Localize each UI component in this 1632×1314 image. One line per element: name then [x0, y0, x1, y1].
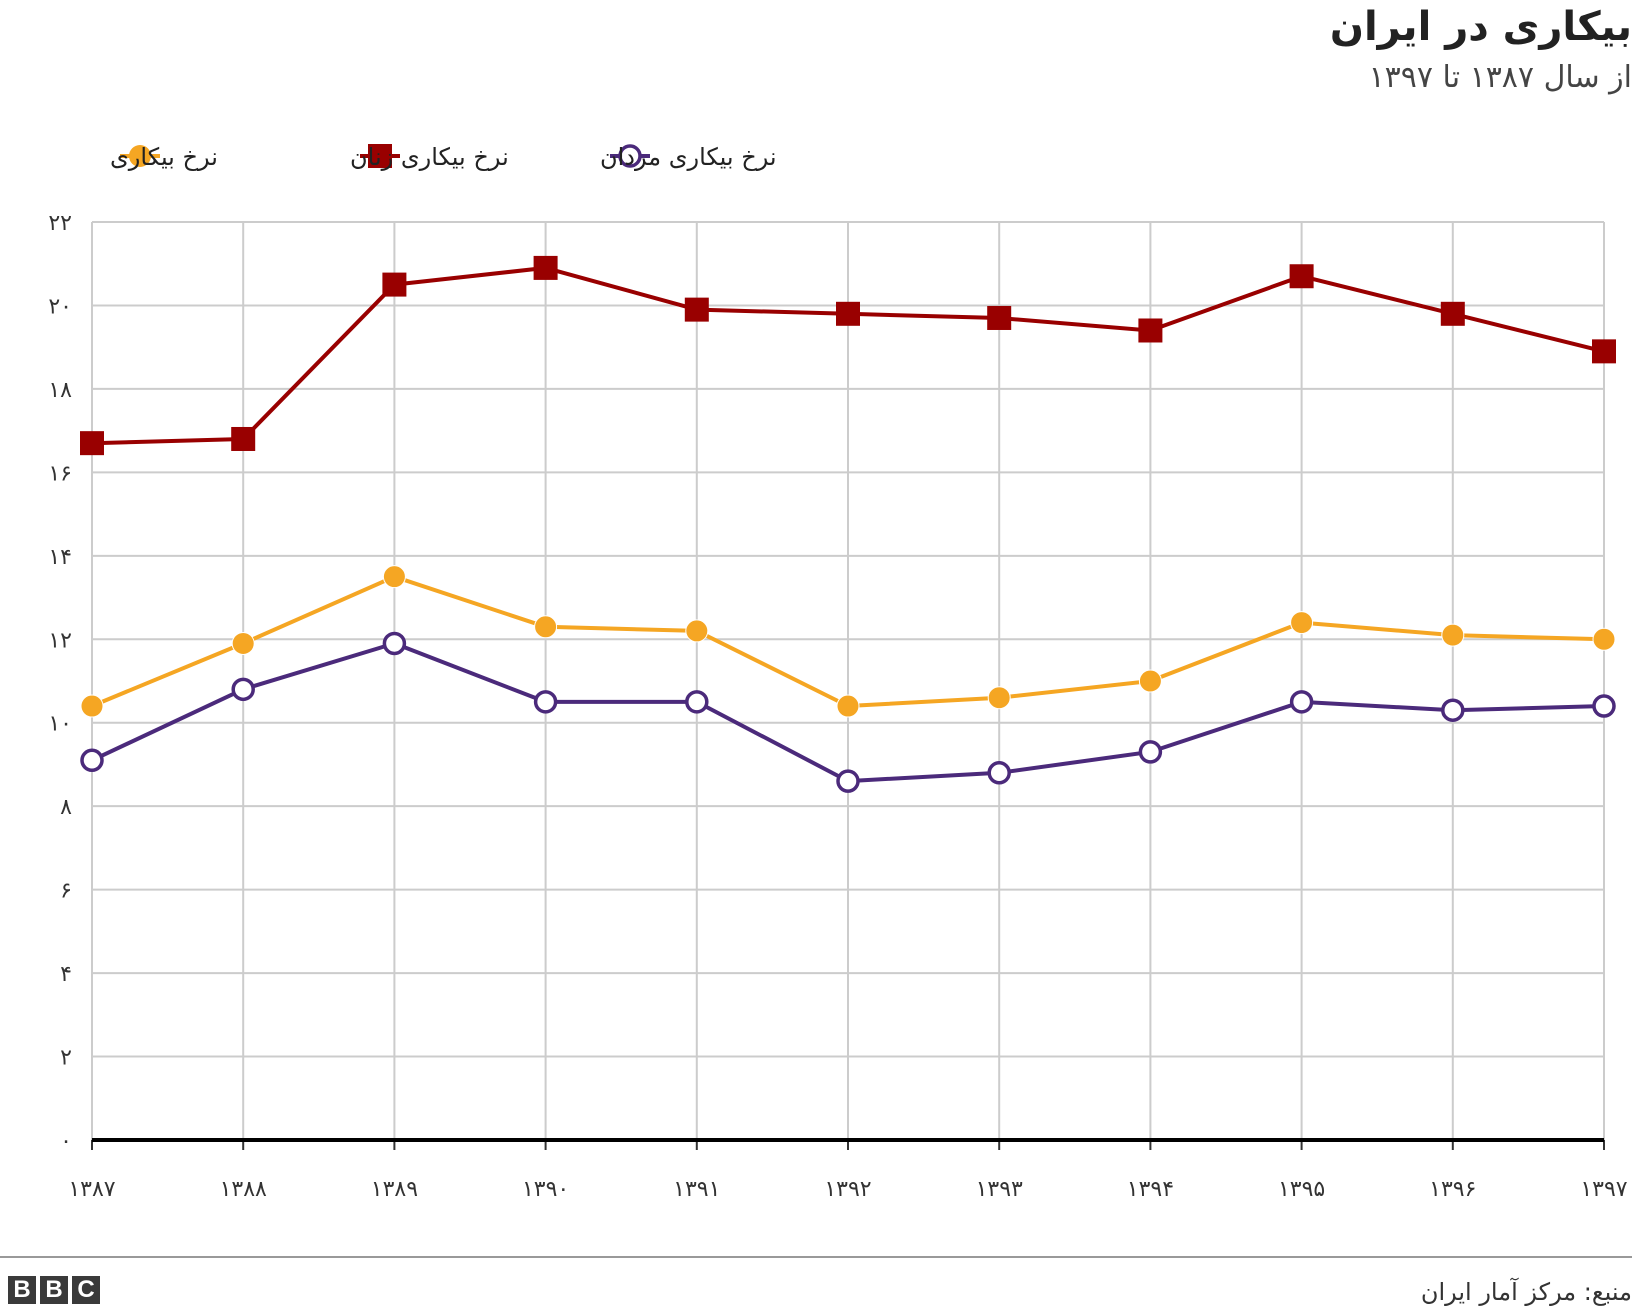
- data-point-women: [1289, 264, 1314, 289]
- data-point-men: [685, 690, 709, 714]
- legend-label-total: نرخ بیکاری: [110, 143, 218, 171]
- y-tick-label: ۱۶: [48, 461, 72, 486]
- data-point-total: [1592, 627, 1616, 651]
- data-point-men: [987, 761, 1011, 785]
- chart-grid: [91, 221, 1605, 1140]
- data-point-men: [1592, 694, 1616, 718]
- data-point-men: [80, 748, 104, 773]
- y-tick-label: ۴: [60, 962, 72, 987]
- x-axis: ۱۳۸۷ ۱۳۸۸ ۱۳۸۹ ۱۳۹۰ ۱۳۹۱ ۱۳۹۲ ۱۳۹۳ ۱۳۹۴ ۱۳۹۵ ۱۳۹۶…: [68, 1138, 1628, 1202]
- data-point-women: [533, 255, 558, 280]
- data-point-total: [534, 615, 558, 639]
- legend-label-men: نرخ بیکاری مردان: [600, 143, 777, 171]
- chart-series: [80, 255, 1616, 793]
- data-point-women: [80, 431, 104, 456]
- y-tick-label: ۰: [60, 1129, 72, 1154]
- y-tick-label: ۲: [60, 1046, 72, 1071]
- footer-divider: [0, 1256, 1632, 1258]
- x-tick-label: ۱۳۸۸: [220, 1177, 267, 1202]
- x-tick-label: ۱۳۸۷: [68, 1177, 115, 1202]
- legend-marker-men: [618, 144, 642, 168]
- x-tick-label: ۱۳۹۷: [1580, 1177, 1627, 1202]
- y-tick-label: ۸: [60, 795, 72, 820]
- data-point-total: [80, 694, 104, 718]
- data-point-women: [1138, 318, 1163, 343]
- y-tick-label: ۱۰: [48, 712, 72, 737]
- data-point-women: [836, 301, 860, 326]
- data-point-women: [231, 426, 256, 451]
- data-point-total: [1441, 623, 1465, 647]
- x-tick-label: ۱۳۹۶: [1429, 1177, 1476, 1202]
- data-point-women: [684, 297, 709, 322]
- bbc-logo-letter: C: [72, 1276, 100, 1304]
- chart-subtitle: از سال ۱۳۸۷ تا ۱۳۹۷: [1368, 60, 1632, 95]
- y-tick-label: ۶: [60, 879, 72, 904]
- bbc-logo: B B C: [8, 1276, 100, 1304]
- data-point-men: [1441, 698, 1465, 722]
- data-point-men: [231, 677, 255, 702]
- legend-marker-women: [368, 144, 392, 168]
- data-point-total: [987, 686, 1011, 710]
- bbc-logo-letter: B: [40, 1276, 68, 1304]
- x-tick-label: ۱۳۹۲: [824, 1177, 871, 1202]
- bbc-logo-letter: B: [8, 1276, 36, 1304]
- source-note: منبع: مرکز آمار ایران: [1420, 1278, 1632, 1306]
- x-tick-label: ۱۳۹۳: [976, 1177, 1023, 1202]
- data-point-women: [987, 305, 1012, 330]
- x-tick-label: ۱۳۹۰: [522, 1177, 569, 1202]
- x-tick-label: ۱۳۸۹: [371, 1177, 418, 1202]
- data-point-men: [533, 690, 558, 714]
- chart-legend: نرخ بیکاری مردان نرخ بیکاری زنان نرخ بیکار…: [110, 143, 777, 171]
- data-point-men: [836, 769, 860, 793]
- data-point-women: [382, 272, 407, 297]
- y-tick-label: ۲۲: [48, 211, 72, 236]
- x-tick-label: ۱۳۹۵: [1278, 1177, 1325, 1202]
- x-tick-label: ۱۳۹۴: [1127, 1177, 1174, 1202]
- line-chart: نرخ بیکاری مردان نرخ بیکاری زنان نرخ بیکار…: [48, 143, 1628, 1202]
- data-point-total: [231, 631, 255, 655]
- data-point-total: [1290, 611, 1314, 635]
- data-point-men: [1289, 690, 1314, 714]
- legend-label-women: نرخ بیکاری زنان: [350, 143, 509, 171]
- x-tick-label: ۱۳۹۱: [673, 1177, 720, 1202]
- data-point-women: [1592, 339, 1616, 364]
- data-point-total: [836, 694, 860, 718]
- data-point-total: [382, 565, 406, 589]
- data-point-total: [1138, 669, 1162, 693]
- y-axis: ۰ ۲ ۴ ۶ ۸ ۱۰ ۱۲ ۱۴ ۱۶ ۱۸ ۲۰ ۲۲: [48, 211, 72, 1154]
- y-tick-label: ۱۸: [48, 378, 72, 403]
- y-tick-label: ۲۰: [48, 294, 72, 319]
- y-tick-label: ۱۲: [48, 628, 72, 653]
- data-point-men: [1138, 740, 1163, 764]
- chart-title: بیکاری در ایران: [1329, 4, 1632, 50]
- data-point-women: [1440, 301, 1465, 326]
- y-tick-label: ۱۴: [48, 545, 72, 570]
- data-point-men: [382, 631, 407, 656]
- legend-marker-total: [129, 145, 151, 167]
- data-point-total: [685, 619, 709, 643]
